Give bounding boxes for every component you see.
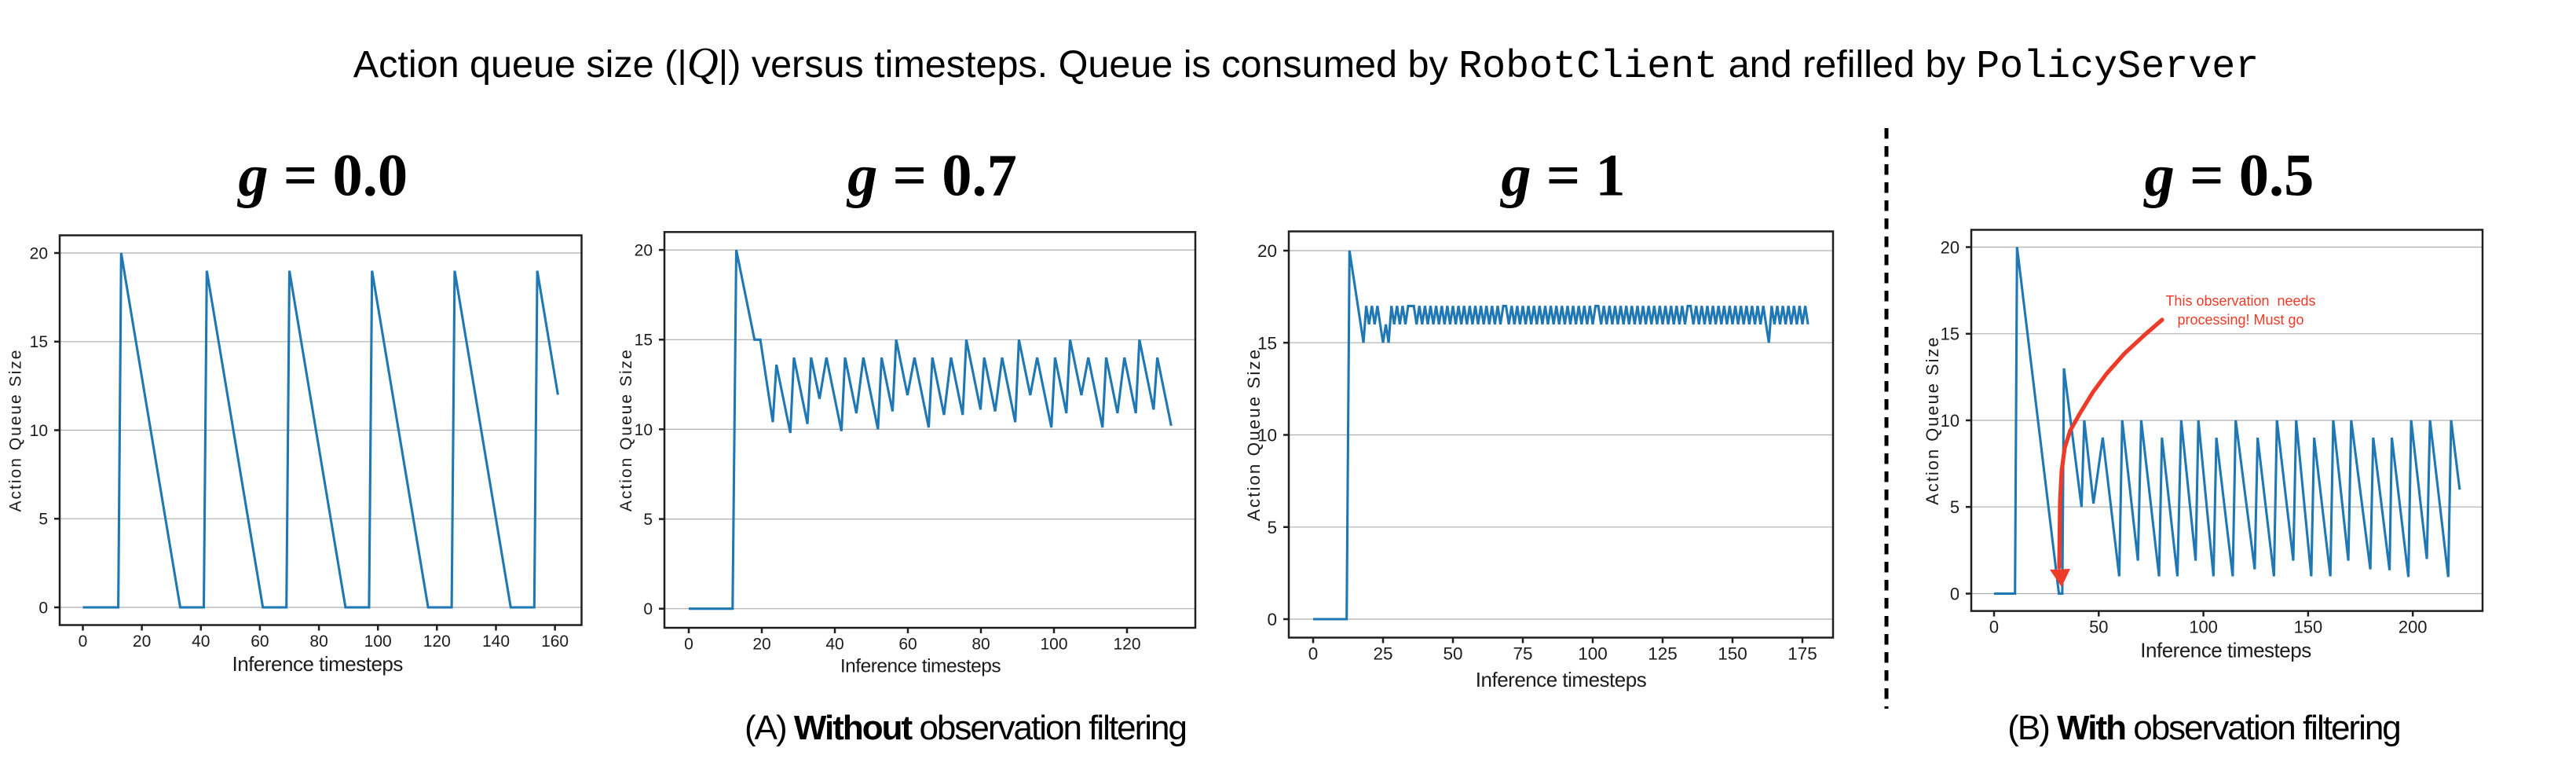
svg-text:g = 0.5: g = 0.5 <box>2143 142 2314 209</box>
svg-text:Action Queue Size: Action Queue Size <box>1244 348 1264 521</box>
svg-text:10: 10 <box>1257 426 1277 446</box>
svg-text:15: 15 <box>1257 333 1277 353</box>
svg-text:5: 5 <box>1267 518 1277 537</box>
svg-text:10: 10 <box>635 421 653 439</box>
svg-text:120: 120 <box>423 632 451 651</box>
svg-text:Action Queue Size: Action Queue Size <box>7 349 25 512</box>
svg-text:175: 175 <box>1787 644 1817 664</box>
svg-text:100: 100 <box>2189 617 2218 636</box>
svg-text:20: 20 <box>1941 237 1959 257</box>
svg-text:20: 20 <box>133 632 151 651</box>
svg-text:This observation needs: This observation needs <box>2165 293 2315 309</box>
svg-text:50: 50 <box>2089 617 2108 636</box>
svg-text:80: 80 <box>309 632 327 651</box>
svg-text:Action Queue Size: Action Queue Size <box>617 348 635 512</box>
svg-text:100: 100 <box>364 632 392 651</box>
svg-text:20: 20 <box>635 242 653 260</box>
svg-text:160: 160 <box>541 632 569 651</box>
svg-text:g = 0.0: g = 0.0 <box>236 142 408 209</box>
svg-text:100: 100 <box>1578 644 1608 664</box>
svg-text:g = 1: g = 1 <box>1499 142 1625 209</box>
svg-text:0: 0 <box>1989 617 1999 636</box>
svg-text:20: 20 <box>30 245 48 263</box>
svg-text:125: 125 <box>1648 644 1678 664</box>
svg-text:15: 15 <box>635 332 653 350</box>
svg-text:15: 15 <box>30 333 48 351</box>
svg-text:80: 80 <box>971 636 990 654</box>
svg-text:(A) Without observation filter: (A) Without observation filtering <box>745 709 1186 747</box>
svg-text:140: 140 <box>482 632 510 651</box>
svg-text:Action queue size (|Q|) versus: Action queue size (|Q|) versus timesteps… <box>353 38 2259 90</box>
svg-text:Action Queue Size: Action Queue Size <box>1923 336 1942 504</box>
svg-text:120: 120 <box>1113 636 1140 654</box>
svg-text:Inference timesteps: Inference timesteps <box>840 656 1001 677</box>
svg-text:0: 0 <box>643 600 653 618</box>
svg-text:0: 0 <box>1308 644 1319 664</box>
svg-text:0: 0 <box>684 636 693 654</box>
svg-text:0: 0 <box>38 600 48 618</box>
svg-text:5: 5 <box>643 511 653 529</box>
svg-text:g = 0.7: g = 0.7 <box>846 142 1017 209</box>
svg-text:150: 150 <box>2294 617 2323 636</box>
svg-text:20: 20 <box>1257 241 1277 261</box>
svg-text:10: 10 <box>30 422 48 440</box>
svg-text:60: 60 <box>898 636 917 654</box>
svg-text:40: 40 <box>192 632 210 651</box>
svg-text:200: 200 <box>2399 617 2428 636</box>
svg-text:150: 150 <box>1718 644 1747 664</box>
svg-text:Inference timesteps: Inference timesteps <box>1476 668 1647 691</box>
svg-text:5: 5 <box>1950 497 1959 517</box>
svg-text:50: 50 <box>1443 644 1462 664</box>
svg-text:15: 15 <box>1941 324 1959 344</box>
svg-text:5: 5 <box>38 511 48 529</box>
svg-text:0: 0 <box>1950 584 1959 603</box>
svg-text:0: 0 <box>1267 610 1277 629</box>
svg-text:10: 10 <box>1941 411 1959 431</box>
svg-text:75: 75 <box>1513 644 1532 664</box>
svg-text:25: 25 <box>1373 644 1392 664</box>
svg-text:40: 40 <box>825 636 843 654</box>
svg-text:Inference timesteps: Inference timesteps <box>2140 639 2311 662</box>
svg-text:processing! Must go: processing! Must go <box>2177 312 2303 328</box>
svg-text:Inference timesteps: Inference timesteps <box>232 652 404 676</box>
svg-text:(B) With observation filtering: (B) With observation filtering <box>2007 709 2400 747</box>
svg-text:60: 60 <box>251 632 269 651</box>
svg-text:100: 100 <box>1040 636 1067 654</box>
svg-text:20: 20 <box>752 636 770 654</box>
svg-text:0: 0 <box>79 632 88 651</box>
